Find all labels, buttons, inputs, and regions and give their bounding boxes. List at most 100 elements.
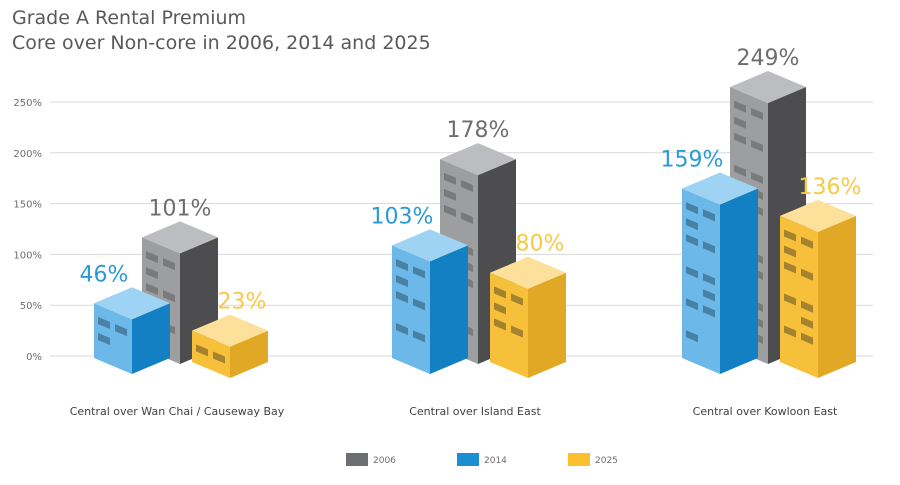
building-side-face <box>720 188 758 374</box>
legend-label: 2025 <box>595 456 618 466</box>
building-window <box>784 245 796 258</box>
building-roof <box>682 172 758 205</box>
building-window <box>163 290 175 303</box>
building-window <box>703 289 715 302</box>
legend-swatch <box>568 453 590 466</box>
value-labels: 101% 46% 23% 178% 103% 80% 249% 159% 136% <box>80 46 862 315</box>
building-window <box>686 266 698 279</box>
building-window <box>703 305 715 318</box>
building-window <box>703 209 715 222</box>
building-window <box>734 116 746 129</box>
building-roof <box>780 199 856 232</box>
building-window <box>444 188 456 201</box>
building-2014-2 <box>682 172 758 374</box>
building-window <box>494 286 506 299</box>
building-window <box>751 107 763 120</box>
x-category-label: Central over Wan Chai / Causeway Bay <box>70 405 285 418</box>
building-window <box>801 300 813 313</box>
building-window <box>686 218 698 231</box>
data-label-2006: 249% <box>737 46 800 71</box>
building-window <box>751 171 763 184</box>
chart-title-block: Grade A Rental Premium Core over Non-cor… <box>12 6 431 56</box>
building-window <box>494 302 506 315</box>
building-window <box>801 268 813 281</box>
building-window <box>784 293 796 306</box>
category-labels: Central over Wan Chai / Causeway Bay Cent… <box>70 405 838 418</box>
building-window <box>213 351 225 364</box>
building-window <box>196 344 208 357</box>
legend-swatch <box>457 453 479 466</box>
building-window <box>511 325 523 338</box>
building-window <box>703 241 715 254</box>
y-tick-label: 250% <box>13 98 42 109</box>
building-roof <box>440 143 516 176</box>
building-window <box>686 298 698 311</box>
building-window <box>801 316 813 329</box>
building-roof <box>730 71 806 104</box>
building-side-face <box>430 245 468 374</box>
x-category-label: Central over Island East <box>409 405 541 418</box>
building-window <box>734 132 746 145</box>
y-axis: 0% 50% 100% 150% 200% 250% <box>13 98 42 363</box>
building-side-face <box>132 303 170 374</box>
building-window <box>686 202 698 215</box>
legend-item-2006: 2006 <box>346 453 396 466</box>
y-tick-label: 150% <box>13 200 42 211</box>
building-front-face <box>682 188 720 374</box>
building-window <box>703 273 715 286</box>
building-window <box>444 172 456 185</box>
buildings <box>94 71 856 378</box>
building-window <box>751 139 763 152</box>
building-window <box>163 258 175 271</box>
building-window <box>686 234 698 247</box>
building-window <box>444 204 456 217</box>
legend-swatch <box>346 453 368 466</box>
building-roof <box>142 221 218 254</box>
building-window <box>146 283 158 296</box>
data-label-2006: 101% <box>149 196 212 221</box>
building-window <box>396 275 408 288</box>
building-window <box>98 316 110 330</box>
building-roof <box>94 287 170 320</box>
building-2014-0 <box>94 287 170 374</box>
building-2014-1 <box>392 229 468 374</box>
building-window <box>494 318 506 331</box>
building-window <box>413 266 425 279</box>
building-window <box>115 324 127 337</box>
building-window <box>146 267 158 280</box>
data-label-2025: 80% <box>516 232 565 257</box>
building-window <box>146 251 158 264</box>
legend-item-2014: 2014 <box>457 453 507 466</box>
building-side-face <box>818 215 856 378</box>
building-window <box>784 261 796 274</box>
y-tick-label: 0% <box>26 352 42 363</box>
building-window <box>413 330 425 343</box>
building-window <box>734 100 746 113</box>
building-roof <box>392 229 468 262</box>
legend-label: 2006 <box>373 456 396 466</box>
building-roof <box>490 256 566 289</box>
building-side-face <box>230 330 268 378</box>
building-window <box>734 164 746 177</box>
building-roof <box>192 314 268 347</box>
chart-subtitle: Core over Non-core in 2006, 2014 and 202… <box>12 32 431 54</box>
building-2025-2 <box>780 199 856 378</box>
building-window <box>801 236 813 249</box>
chart-title: Grade A Rental Premium <box>12 7 247 29</box>
building-window <box>461 179 473 193</box>
legend-label: 2014 <box>484 456 507 466</box>
data-label-2025: 136% <box>799 175 862 200</box>
y-tick-label: 100% <box>13 250 42 261</box>
data-label-2014: 159% <box>661 147 724 172</box>
building-window <box>396 259 408 272</box>
y-tick-label: 50% <box>20 301 42 312</box>
data-label-2014: 103% <box>371 204 434 229</box>
building-2025-0 <box>192 314 268 378</box>
building-window <box>784 229 796 242</box>
data-label-2006: 178% <box>447 118 510 143</box>
building-window <box>784 325 796 338</box>
building-window <box>801 332 813 345</box>
legend: 2006 2014 2025 <box>346 453 618 466</box>
building-side-face <box>528 272 566 378</box>
building-window <box>413 298 425 311</box>
